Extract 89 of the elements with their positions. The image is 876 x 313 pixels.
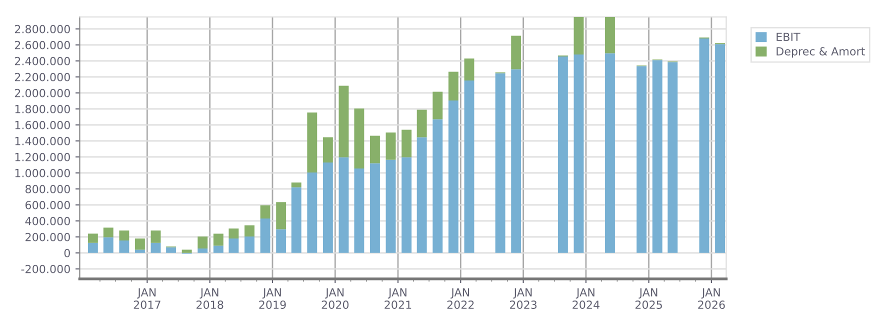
bar bbox=[464, 80, 474, 253]
y-tick-label: -200.000 bbox=[21, 264, 70, 274]
bar bbox=[276, 229, 286, 253]
bar bbox=[213, 246, 224, 253]
bar bbox=[88, 234, 98, 243]
bar bbox=[402, 130, 412, 158]
bar bbox=[574, 16, 584, 54]
bar bbox=[354, 108, 364, 168]
bar bbox=[605, 16, 615, 54]
bar bbox=[574, 54, 584, 253]
x-tick-label: JAN 2021 bbox=[384, 288, 412, 309]
bar bbox=[432, 92, 443, 120]
x-tick-label: JAN 2023 bbox=[510, 288, 537, 309]
bar bbox=[150, 230, 161, 243]
y-tick-label: 1.200.000 bbox=[15, 152, 70, 162]
y-tick-label: 2.000.000 bbox=[14, 88, 70, 98]
bar bbox=[511, 36, 522, 70]
legend-label: EBIT bbox=[776, 32, 800, 41]
bar bbox=[386, 132, 396, 160]
bar bbox=[244, 236, 254, 253]
x-tick-label: JAN 2022 bbox=[447, 288, 474, 309]
bar bbox=[307, 112, 318, 172]
bar bbox=[244, 225, 254, 236]
bar bbox=[182, 250, 192, 253]
bar bbox=[198, 248, 208, 253]
bar bbox=[432, 119, 443, 253]
x-tick-label: JAN 2020 bbox=[322, 288, 349, 309]
bar bbox=[386, 160, 396, 253]
y-tick-label: 800.000 bbox=[25, 184, 70, 194]
bar bbox=[416, 110, 427, 138]
y-tick-label: 1.000.000 bbox=[15, 168, 70, 178]
y-tick-label: 400.000 bbox=[25, 216, 70, 226]
y-tick-label: 1.600.000 bbox=[15, 120, 70, 130]
x-tick-label: JAN 2026 bbox=[698, 288, 725, 309]
bar bbox=[338, 86, 349, 158]
y-tick-label: 2.800.000 bbox=[14, 24, 70, 34]
x-tick-label: JAN 2025 bbox=[635, 288, 662, 309]
y-tick-label: 600.000 bbox=[26, 200, 70, 210]
bar bbox=[370, 136, 380, 164]
x-tick-label: JAN 2017 bbox=[134, 288, 160, 309]
bar bbox=[228, 238, 239, 253]
y-tick-label: 2.400.000 bbox=[14, 56, 70, 66]
y-tick-label: 1.400.000 bbox=[15, 136, 70, 146]
bar bbox=[198, 236, 208, 248]
bar bbox=[134, 250, 145, 253]
bar bbox=[448, 100, 458, 253]
y-tick-label: 2.600.000 bbox=[14, 40, 70, 50]
bar bbox=[699, 38, 710, 253]
bar bbox=[291, 187, 302, 253]
bar bbox=[88, 242, 98, 253]
bar bbox=[166, 247, 176, 253]
bar bbox=[150, 242, 161, 253]
bar bbox=[354, 168, 364, 253]
bar bbox=[495, 73, 506, 253]
legend-label: Deprec & Amort bbox=[776, 47, 865, 58]
bar bbox=[119, 240, 130, 253]
bar bbox=[103, 237, 114, 253]
bar bbox=[119, 230, 130, 240]
bar bbox=[402, 157, 412, 253]
bar bbox=[370, 163, 380, 253]
bar bbox=[103, 228, 114, 238]
bar bbox=[322, 162, 333, 253]
x-tick-label: JAN 2019 bbox=[259, 288, 286, 309]
y-tick-label: 2.200.000 bbox=[14, 72, 70, 82]
bar bbox=[291, 182, 302, 188]
y-tick-label: 0 bbox=[64, 248, 70, 258]
x-tick-label: JAN 2024 bbox=[572, 288, 600, 309]
bar bbox=[448, 72, 458, 100]
bar bbox=[605, 53, 615, 253]
y-tick-label: 200.000 bbox=[26, 232, 70, 242]
bar bbox=[464, 58, 474, 80]
bar bbox=[558, 56, 568, 253]
bar bbox=[652, 60, 662, 253]
bar bbox=[307, 172, 318, 253]
bar bbox=[715, 44, 725, 253]
bar bbox=[338, 157, 349, 253]
bar bbox=[213, 234, 224, 246]
bar bbox=[260, 205, 270, 218]
bar bbox=[668, 62, 678, 253]
y-tick-label: 1.800.000 bbox=[15, 104, 70, 114]
bar bbox=[322, 137, 333, 162]
bar bbox=[636, 66, 647, 253]
x-tick-label: JAN 2018 bbox=[196, 288, 224, 309]
bar bbox=[228, 228, 239, 238]
bar bbox=[260, 218, 270, 253]
bar bbox=[276, 202, 286, 230]
bar bbox=[511, 69, 522, 253]
bar bbox=[416, 137, 427, 253]
bar bbox=[134, 238, 145, 250]
